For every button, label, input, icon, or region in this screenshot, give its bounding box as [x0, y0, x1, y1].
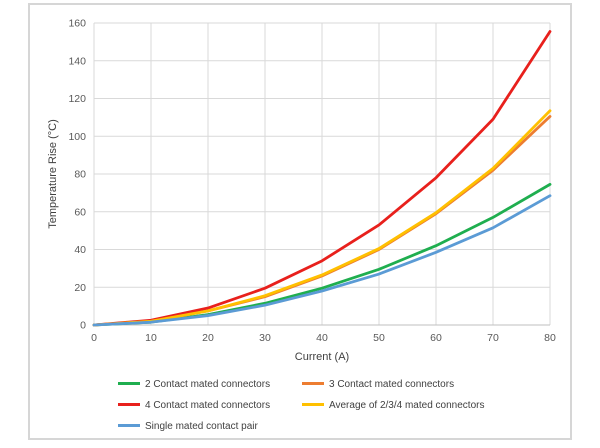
y-tick-label: 140: [68, 55, 86, 67]
series-line-5: [92, 194, 552, 327]
chart-frame: 0 20 40 60 80 100 120 140 160 0 10 20 30 40 50 60 70 80 C…: [28, 3, 572, 440]
gridlines: [93, 22, 551, 326]
x-tick-label: 60: [430, 332, 442, 344]
x-tick-label: 80: [544, 332, 556, 344]
legend-label-2: 3 Contact mated connectors: [329, 379, 454, 390]
legend-label-5: Single mated contact pair: [145, 421, 259, 432]
x-tick-label: 0: [91, 332, 97, 344]
x-tick-label: 40: [316, 332, 328, 344]
tick-labels: 0 20 40 60 80 100 120 140 160 0 10 20 30 40 50 60 70 80: [68, 18, 556, 345]
y-tick-label: 20: [74, 282, 86, 294]
x-axis-title: Current (A): [295, 351, 349, 363]
series-lines: [92, 30, 552, 327]
legend-label-1: 2 Contact mated connectors: [145, 379, 270, 390]
legend: 2 Contact mated connectors 3 Contact mate…: [118, 379, 484, 432]
y-tick-label: 160: [68, 18, 86, 30]
series-line-4: [92, 109, 552, 327]
y-tick-label: 60: [74, 206, 86, 218]
x-tick-label: 70: [487, 332, 499, 344]
x-tick-label: 10: [145, 332, 157, 344]
y-tick-label: 120: [68, 93, 86, 105]
legend-label-3: 4 Contact mated connectors: [145, 400, 270, 411]
y-tick-label: 80: [74, 169, 86, 181]
y-axis-title: Temperature Rise (°C): [47, 119, 59, 229]
series-line-3: [92, 30, 552, 327]
legend-label-4: Average of 2/3/4 mated connectors: [329, 400, 484, 411]
y-tick-label: 100: [68, 131, 86, 143]
x-tick-label: 30: [259, 332, 271, 344]
x-tick-label: 50: [373, 332, 385, 344]
y-tick-label: 40: [74, 244, 86, 256]
x-tick-label: 20: [202, 332, 214, 344]
y-tick-label: 0: [80, 320, 86, 332]
line-chart: 0 20 40 60 80 100 120 140 160 0 10 20 30 40 50 60 70 80 C…: [47, 18, 556, 433]
